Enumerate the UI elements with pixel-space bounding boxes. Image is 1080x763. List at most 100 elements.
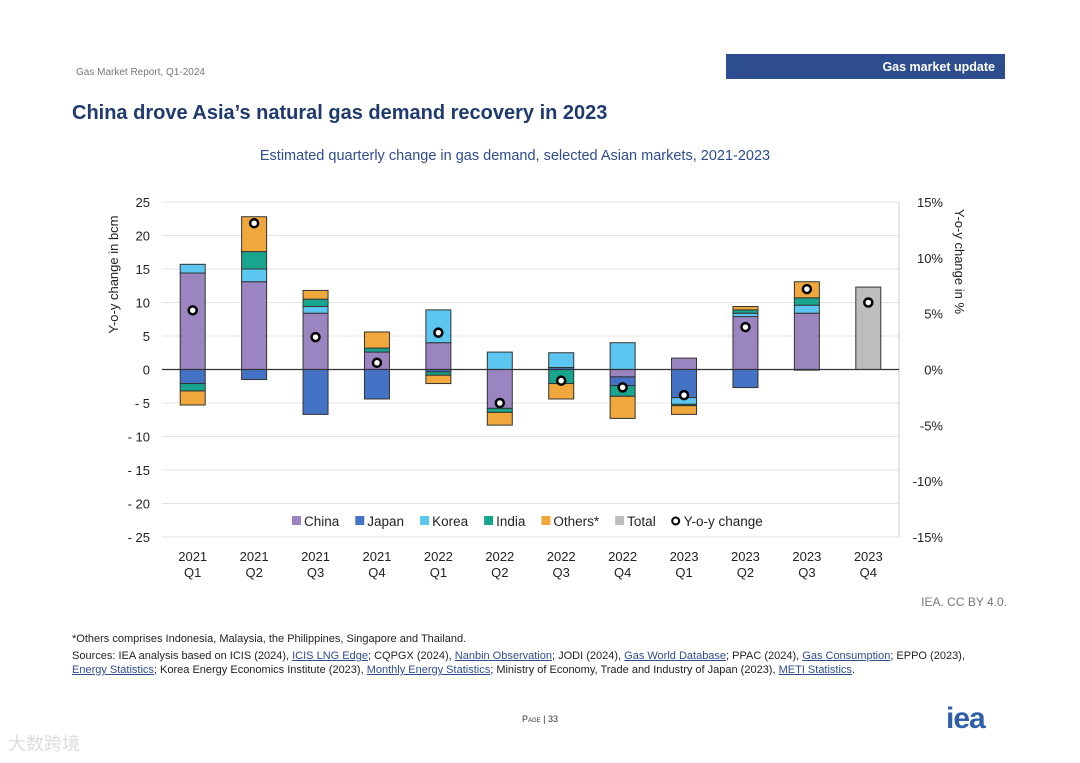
- x-tick-year: 2021: [240, 549, 269, 564]
- bar-korea: [179, 263, 206, 274]
- page-title: China drove Asia’s natural gas demand re…: [72, 102, 608, 124]
- y2-tick-label: -15%: [913, 530, 944, 545]
- sources-text: ; Ministry of Economy, Trade and Industr…: [490, 664, 779, 676]
- chart: 25 20 15 10 5 0 - 5 - 10 - 15 - 20 - 25 15% 10% 5% 0% -…: [106, 195, 967, 580]
- x-tick-year: 2021: [301, 549, 330, 564]
- sources-text: ; Korea Energy Economics Institute (2023…: [153, 664, 367, 676]
- yoy-marker: [248, 217, 260, 229]
- sources-text: ; EPPO (2023),: [890, 650, 965, 662]
- source-link[interactable]: Energy Statistics: [72, 664, 154, 676]
- yoy-marker: [740, 321, 751, 333]
- legend-label: Total: [627, 514, 656, 529]
- y-tick-label: 5: [143, 329, 150, 344]
- legend-label: Y-o-y change: [684, 514, 763, 529]
- y-tick-label: 0: [143, 363, 150, 378]
- source-link[interactable]: ICIS LNG Edge: [292, 650, 368, 662]
- sources-text: ; PPAC (2024),: [726, 650, 803, 662]
- x-tick-quarter: Q3: [553, 565, 570, 580]
- bar-china: [609, 369, 636, 378]
- bar-others: [363, 331, 390, 349]
- bar-japan: [363, 369, 390, 400]
- y-tick-label: - 10: [128, 430, 150, 445]
- legend-swatch: [484, 516, 494, 525]
- x-tick-year: 2022: [608, 549, 637, 564]
- yoy-marker: [371, 357, 383, 369]
- bar-india: [793, 297, 820, 306]
- x-tick-year: 2023: [731, 549, 760, 564]
- y2-tick-label: 0%: [924, 363, 943, 378]
- y2-tick-label: 15%: [917, 195, 943, 210]
- bar-korea: [302, 306, 329, 314]
- y-axis-label: Y-o-y change in bcm: [106, 215, 121, 333]
- x-tick-quarter: Q2: [245, 565, 262, 580]
- bar-india: [486, 407, 513, 413]
- bar-india: [732, 309, 759, 314]
- yoy-marker: [617, 382, 628, 393]
- report-name: Gas Market Report, Q1-2024: [76, 67, 205, 78]
- source-link[interactable]: METI Statistics: [778, 664, 852, 676]
- y2-tick-label: 10%: [917, 251, 943, 266]
- bar-others: [732, 306, 759, 311]
- sources-note: Sources: IEA analysis based on ICIS (202…: [72, 649, 992, 677]
- bar-korea: [793, 304, 820, 314]
- bar-korea: [486, 351, 513, 370]
- x-tick-year: 2023: [854, 549, 883, 564]
- x-tick-quarter: Q1: [184, 565, 201, 580]
- yoy-marker: [678, 389, 690, 401]
- bar-korea: [548, 352, 575, 368]
- bar-india: [425, 371, 452, 376]
- sources-text: Sources: IEA analysis based on ICIS (202…: [72, 650, 293, 662]
- bar-china: [179, 272, 206, 370]
- x-tick-quarter: Q4: [860, 565, 877, 580]
- y-tick-label: 15: [136, 262, 150, 277]
- source-link[interactable]: Gas World Database: [624, 650, 727, 662]
- bar-india: [363, 347, 390, 353]
- x-tick-year: 2022: [485, 549, 514, 564]
- bar-india: [179, 383, 206, 392]
- legend-label: Others*: [553, 514, 600, 529]
- y-tick-label: - 5: [135, 396, 150, 411]
- x-tick-quarter: Q2: [491, 565, 508, 580]
- watermark: 大数跨境: [8, 734, 80, 754]
- bar-korea: [241, 268, 268, 283]
- bar-japan: [179, 369, 206, 385]
- yoy-marker: [494, 397, 506, 409]
- iea-logo: iea: [946, 702, 986, 735]
- chart-credit: IEA. CC BY 4.0.: [921, 595, 1007, 609]
- y-tick-label: 25: [136, 195, 150, 210]
- x-tick-quarter: Q3: [307, 565, 324, 580]
- sources-text: ; CQPGX (2024),: [367, 650, 455, 662]
- x-tick-quarter: Q1: [675, 565, 692, 580]
- y2-tick-label: 5%: [924, 307, 943, 322]
- y-tick-label: - 25: [128, 530, 150, 545]
- source-link[interactable]: Gas Consumption: [802, 650, 891, 662]
- bar-others: [425, 374, 452, 385]
- legend-marker: [671, 516, 681, 526]
- yoy-marker: [863, 297, 874, 308]
- bar-china: [241, 281, 268, 371]
- legend-swatch: [292, 516, 301, 525]
- bar-others: [302, 289, 329, 300]
- bar-china: [425, 342, 452, 371]
- y-tick-label: 20: [136, 229, 150, 244]
- source-link[interactable]: Nanbin Observation: [454, 650, 552, 662]
- page-number: Page | 33: [521, 714, 559, 724]
- x-tick-quarter: Q2: [737, 565, 754, 580]
- bar-japan: [732, 369, 759, 389]
- bar-china: [793, 312, 820, 370]
- yoy-marker: [310, 331, 321, 343]
- yoy-marker: [801, 283, 813, 295]
- bar-others: [179, 390, 206, 406]
- source-link[interactable]: Monthly Energy Statistics: [366, 664, 491, 676]
- x-tick-quarter: Q4: [368, 565, 385, 580]
- yoy-marker: [187, 305, 198, 316]
- bar-india: [241, 251, 268, 270]
- chart-title: Estimated quarterly change in gas demand…: [259, 148, 771, 164]
- y2-tick-label: -5%: [920, 418, 944, 433]
- legend-swatch: [615, 516, 625, 525]
- bar-japan: [241, 369, 268, 381]
- x-tick-quarter: Q1: [430, 565, 447, 580]
- x-tick-year: 2023: [792, 549, 821, 564]
- yoy-marker: [433, 327, 444, 338]
